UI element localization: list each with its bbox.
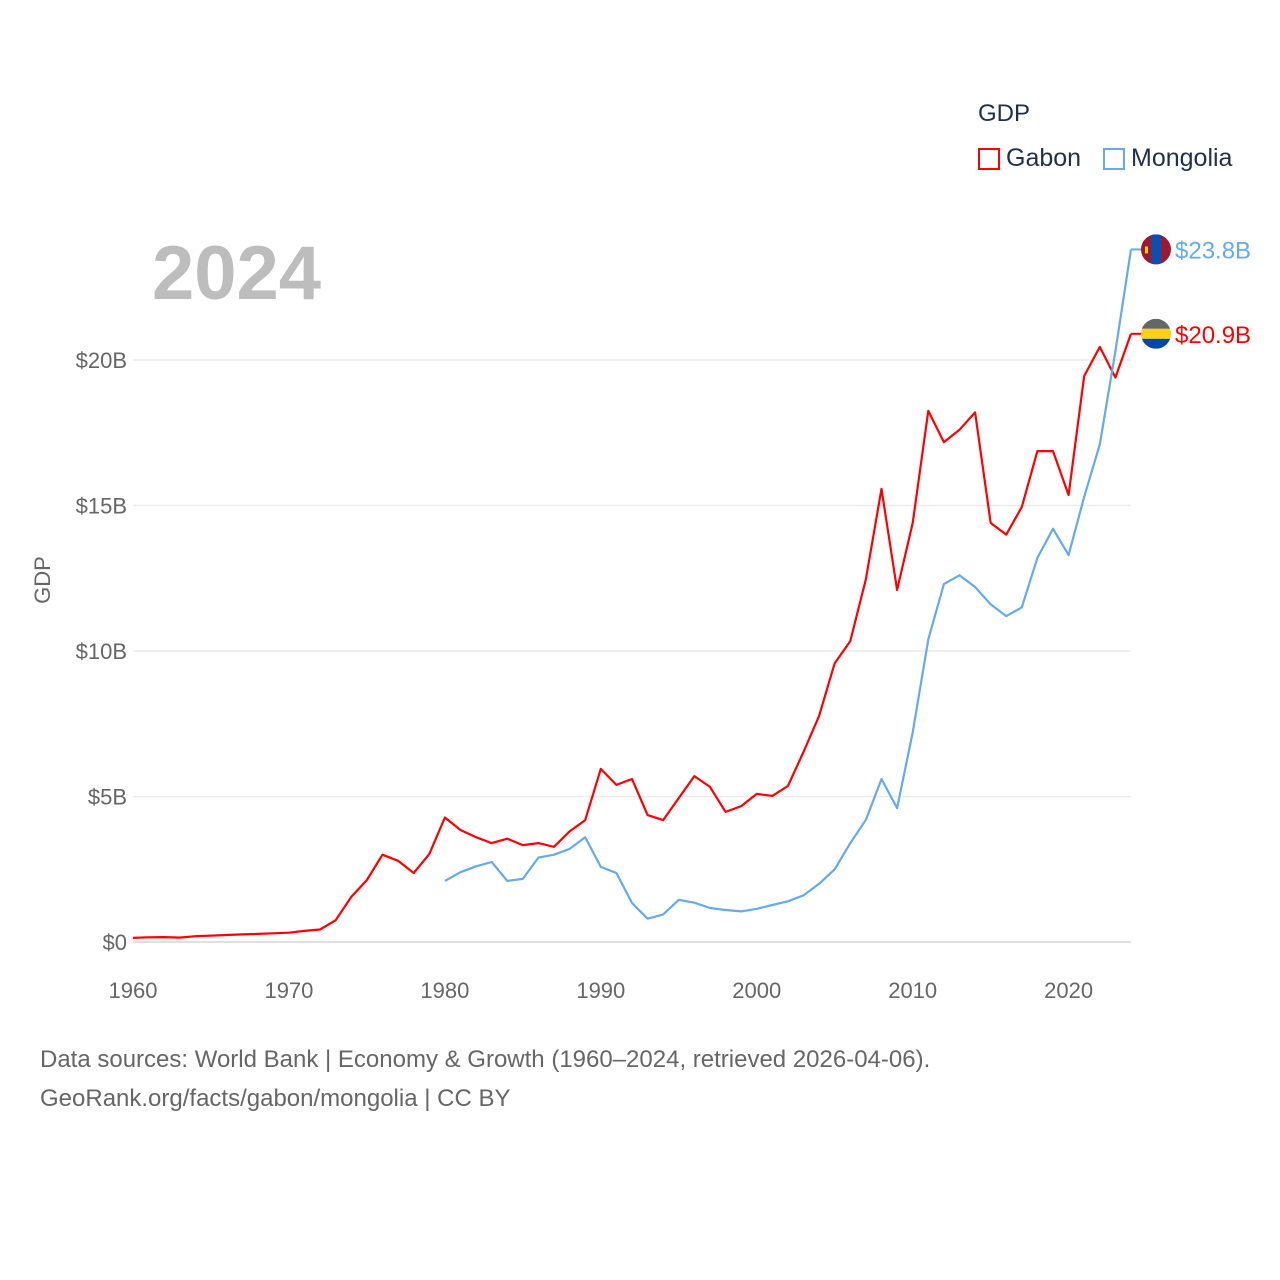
x-tick-label: 1970: [264, 978, 313, 1003]
legend-label-gabon: Gabon: [1006, 144, 1082, 172]
mongolia-flag-icon: [1141, 234, 1171, 265]
x-tick-label: 1990: [576, 978, 625, 1003]
series-line-gabon: [132, 333, 1133, 939]
end-value-label: $20.9B: [1175, 322, 1251, 349]
legend-item-gabon[interactable]: Gabon: [978, 144, 1081, 173]
x-tick-label: 2000: [732, 978, 781, 1003]
x-tick-label: 2010: [888, 978, 937, 1003]
y-tick-label: $20B: [76, 348, 127, 373]
x-tick-label: 2020: [1044, 978, 1093, 1003]
y-tick-label: $15B: [76, 494, 127, 519]
x-tick-label: 1980: [420, 978, 469, 1003]
legend-title: GDP: [978, 100, 1031, 127]
source-line-2: GeoRank.org/facts/gabon/mongolia | CC BY: [40, 1085, 511, 1112]
y-axis-label: GDP: [30, 556, 55, 604]
legend-swatch-mongolia: [1103, 147, 1125, 170]
legend-item-mongolia[interactable]: Mongolia: [1103, 144, 1232, 173]
source-line-1: Data sources: World Bank | Economy & Gro…: [40, 1046, 931, 1073]
x-tick-label: 1960: [109, 978, 158, 1003]
series-line-mongolia: [444, 249, 1133, 920]
legend-swatch-gabon: [978, 147, 1000, 170]
y-tick-label: $0: [103, 930, 127, 955]
y-tick-label: $10B: [76, 639, 127, 664]
gabon-flag-icon: [1141, 318, 1171, 349]
y-tick-label: $5B: [88, 785, 127, 810]
legend-label-mongolia: Mongolia: [1131, 144, 1233, 172]
year-label: 2024: [152, 231, 322, 316]
end-value-label: $23.8B: [1175, 237, 1251, 264]
